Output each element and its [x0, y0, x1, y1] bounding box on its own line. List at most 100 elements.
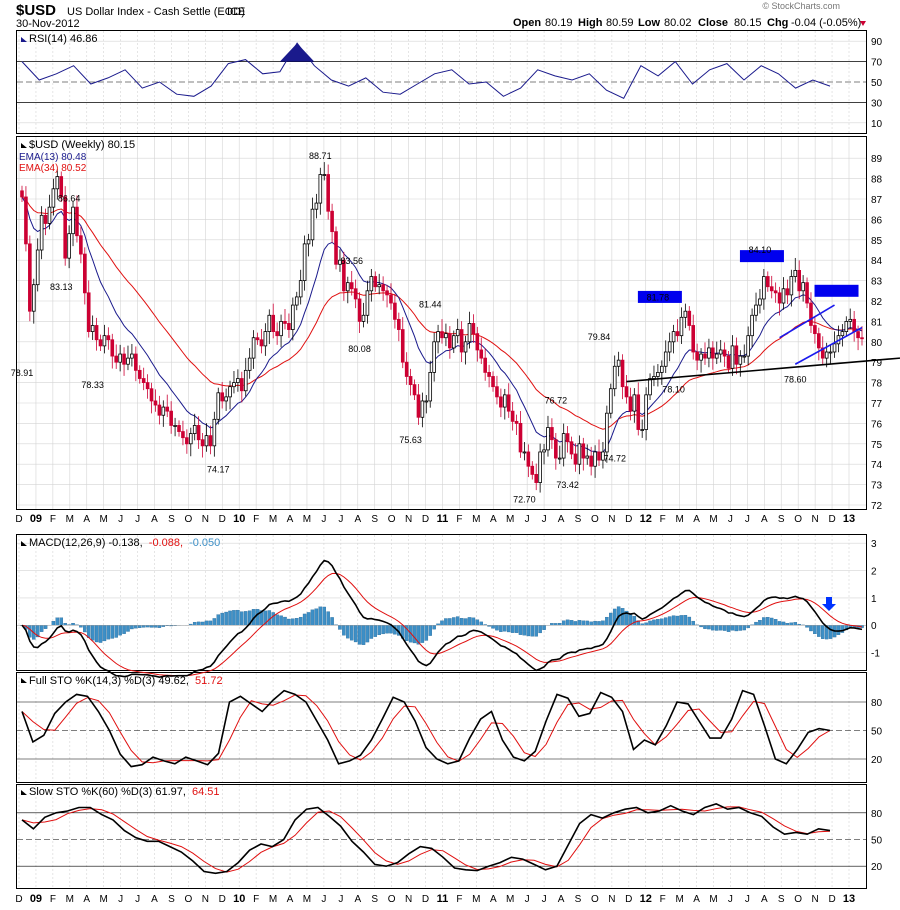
x-tick-label-bottom: D: [625, 894, 632, 905]
x-tick-label-bottom: M: [269, 894, 277, 905]
full_sto-tick-label: 80: [871, 698, 883, 709]
x-tick-label-top: J: [135, 514, 140, 525]
candle-body: [24, 196, 28, 245]
macd-hist-bar: [718, 625, 723, 631]
rsi-tick-label: 90: [871, 37, 883, 48]
candle-body: [310, 208, 315, 241]
candle-body: [620, 359, 625, 388]
support-trendline: [626, 357, 900, 383]
candle-body: [287, 323, 291, 330]
macd-tick-label: 3: [871, 539, 877, 550]
macd-panel: [16, 534, 867, 671]
macd-hist-bar: [522, 625, 527, 636]
macd-tick-label: 1: [871, 594, 877, 605]
price-tick-label: 73: [871, 481, 883, 492]
high-label: High: [578, 17, 603, 29]
macd-hist-bar: [542, 625, 546, 630]
x-tick-label-bottom: O: [184, 894, 192, 905]
candle-body: [656, 371, 660, 377]
macd-hist-bar: [742, 625, 746, 631]
candle-body: [251, 337, 256, 359]
candle-body: [342, 259, 346, 292]
x-tick-label-top: M: [472, 514, 480, 525]
price-annotation: 78.91: [11, 368, 34, 378]
macd-hist-bar: [514, 625, 519, 633]
x-tick-label-top: A: [151, 514, 158, 525]
price-annotation: 88.71: [309, 151, 332, 161]
candle-body: [597, 451, 601, 461]
close-value: 80.15: [734, 17, 762, 29]
x-tick-label-bottom: M: [100, 894, 108, 905]
x-tick-label-top: D: [625, 514, 632, 525]
macd-hist-bar: [656, 619, 660, 626]
x-tick-label-bottom: N: [202, 894, 209, 905]
candle-body: [648, 378, 652, 396]
macd-hist-bar: [63, 623, 67, 626]
candle-body: [20, 190, 24, 198]
macd-hist-bar: [79, 625, 83, 628]
macd-hist-bar: [138, 625, 142, 628]
candle-body: [844, 320, 849, 332]
x-tick-label-top: 12: [640, 513, 652, 525]
x-tick-label-top: S: [575, 514, 582, 525]
x-tick-label-top: M: [100, 514, 108, 525]
x-tick-label-top: A: [490, 514, 497, 525]
macd-title-hist: -0.050: [189, 537, 220, 549]
rsi-tick-label: 10: [871, 119, 883, 130]
macd-hist-bar: [679, 615, 684, 626]
candle-body: [824, 351, 829, 359]
x-tick-label-top: D: [15, 514, 22, 525]
macd-hist-bar: [491, 625, 495, 629]
macd-hist-bar: [452, 617, 456, 626]
candle-body: [491, 376, 495, 388]
price-annotation: 84.10: [749, 245, 772, 255]
macd-hist-bar: [510, 625, 515, 633]
candlesticks: [20, 162, 864, 493]
candle-body: [349, 282, 354, 290]
candle-body: [114, 355, 119, 363]
candle-body: [243, 369, 248, 392]
x-tick-label-top: J: [118, 514, 123, 525]
rsi-tick-label: 50: [871, 78, 883, 89]
candle-body: [612, 365, 617, 390]
candle-body: [557, 457, 562, 460]
candle-body: [546, 427, 550, 451]
macd-hist-bar: [141, 625, 146, 628]
macd-hist-bar: [326, 611, 330, 626]
candle-body: [738, 355, 743, 365]
candle-body: [224, 396, 228, 402]
x-tick-label-bottom: M: [506, 894, 514, 905]
candle-body: [67, 233, 71, 259]
candle-body: [687, 310, 692, 326]
x-tick-label-top: S: [168, 514, 175, 525]
macd-hist-bar: [589, 621, 593, 626]
macd-hist-bar: [275, 614, 279, 626]
candle-body: [357, 298, 362, 322]
macd-hist-bar: [369, 625, 374, 639]
x-tick-label-top: N: [405, 514, 412, 525]
price-annotation: 73.42: [556, 480, 579, 490]
candle-body: [671, 331, 676, 343]
macd-hist-bar: [71, 623, 75, 626]
x-tick-label-top: A: [354, 514, 361, 525]
macd-hist-bar: [39, 625, 44, 632]
x-tick-label-top: 09: [30, 513, 42, 525]
candle-body: [83, 253, 87, 294]
slow-sto-panel: [16, 784, 867, 889]
x-tick-label-top: O: [184, 514, 192, 525]
macd-hist-bar: [538, 625, 542, 634]
macd-hist-bar: [243, 611, 248, 626]
macd-hist-bar: [715, 625, 719, 631]
price-tick-label: 74: [871, 460, 883, 471]
macd-hist-bar: [707, 625, 711, 630]
candle-body: [90, 325, 95, 333]
macd-hist-bar: [448, 618, 452, 626]
crossover-arrow-icon: [822, 597, 836, 611]
x-tick-label-bottom: 12: [640, 893, 652, 905]
macd-title-main: MACD(12,26,9) -0.138,: [29, 537, 143, 549]
macd-hist-bar: [110, 625, 115, 639]
candle-body: [271, 314, 276, 332]
x-tick-label-bottom: J: [525, 894, 530, 905]
candle-body: [397, 318, 401, 330]
macd-hist-bar: [758, 620, 762, 626]
